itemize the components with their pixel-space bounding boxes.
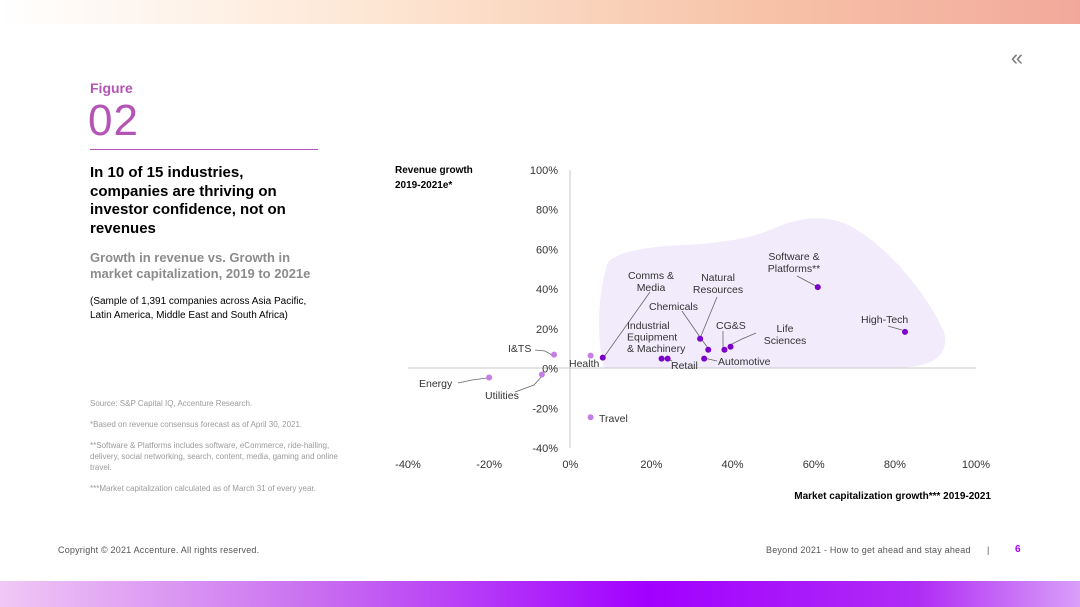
x-tick-label: -40% (395, 459, 421, 471)
data-point-i-ts (551, 351, 558, 358)
leader-life-sciences (729, 332, 757, 346)
x-tick-label: 60% (803, 459, 825, 471)
headline: In 10 of 15 industries, companies are th… (90, 164, 286, 237)
y-tick-label: 0% (542, 364, 558, 376)
data-point-life-sciences (727, 343, 734, 350)
point-label-life-sciences: Life Sciences (764, 323, 807, 347)
y-tick-label: 80% (536, 205, 558, 217)
data-point-automotive (701, 355, 708, 362)
point-label-health: Health (569, 358, 600, 370)
top-gradient-band (0, 0, 1080, 24)
point-label-high-tech: High-Tech (861, 314, 908, 326)
y-tick-label: 20% (536, 324, 558, 336)
copyright: Copyright © 2021 Accenture. All rights r… (58, 545, 260, 555)
source-notes: Source: S&P Capital IQ, Accenture Resear… (90, 398, 340, 504)
y-tick-label: -40% (532, 443, 558, 455)
data-point-chemicals (705, 346, 712, 353)
data-point-retail (664, 355, 671, 362)
data-point-comms-media (599, 354, 606, 361)
y-axis-label-line2: 2019-2021e* (395, 180, 452, 191)
sample-note: (Sample of 1,391 companies across Asia P… (90, 296, 307, 321)
source-line: Source: S&P Capital IQ, Accenture Resear… (90, 399, 253, 408)
leader-software-platforms (796, 275, 817, 287)
point-label-retail: Retail (671, 360, 698, 372)
data-point-travel (587, 414, 594, 421)
double-chevron-left-icon[interactable]: « (1010, 45, 1024, 70)
x-tick-label: 0% (562, 459, 578, 471)
point-label-energy: Energy (419, 378, 453, 390)
y-tick-label: 40% (536, 284, 558, 296)
point-label-natural-resources: Natural Resources (693, 272, 743, 296)
leader-energy (457, 377, 488, 384)
figure-label: Figure (90, 80, 133, 96)
y-tick-label: 60% (536, 244, 558, 256)
leader-natural-resources (700, 296, 718, 337)
data-point-cg-s (721, 346, 728, 353)
point-label-automotive: Automotive (718, 356, 771, 368)
point-label-its: I&TS (508, 343, 531, 355)
leader-its (534, 349, 553, 356)
subheadline: Growth in revenue vs. Growth in market c… (90, 250, 311, 281)
point-label-travel: Travel (599, 413, 628, 425)
data-point-natural-resources (697, 335, 704, 342)
point-label-cgs: CG&S (716, 320, 746, 332)
y-tick-label: 100% (530, 165, 558, 177)
point-label-chemicals: Chemicals (649, 301, 698, 313)
footer-separator: | (987, 545, 990, 555)
leader-comms-media (603, 291, 651, 358)
data-point-industrial-equipment-machinery (658, 355, 665, 362)
x-tick-label: 80% (884, 459, 906, 471)
x-tick-label: 100% (962, 459, 990, 471)
data-point-utilities (538, 371, 545, 378)
data-point-high-tech (902, 328, 908, 335)
figure-number: 02 (88, 96, 139, 145)
footnote-revenue: *Based on revenue consensus forecast as … (90, 420, 303, 429)
highlight-region (599, 218, 946, 368)
footnote-market-cap: ***Market capitalization calculated as o… (90, 484, 316, 493)
title-divider (90, 149, 318, 150)
data-point-health (587, 352, 594, 359)
leader-utilities (514, 374, 544, 393)
bottom-gradient-band (0, 581, 1080, 607)
x-axis-label: Market capitalization growth*** 2019-202… (794, 491, 991, 502)
report-title: Beyond 2021 - How to get ahead and stay … (766, 545, 971, 555)
x-tick-label: 40% (722, 459, 744, 471)
x-tick-label: -20% (476, 459, 502, 471)
y-axis-label-line1: Revenue growth (395, 165, 473, 176)
page-number: 6 (1015, 544, 1021, 555)
point-label-utilities: Utilities (485, 390, 519, 402)
data-point-energy (486, 374, 493, 381)
point-label-industrial-equipment: Industrial Equipment & Machinery (627, 320, 686, 355)
point-label-comms-media: Comms & Media (628, 270, 674, 294)
data-point-software-platforms (814, 284, 821, 291)
leader-high-tech (887, 325, 903, 331)
point-label-software-platforms: Software & Platforms** (768, 251, 821, 275)
y-tick-label: -20% (532, 403, 558, 415)
x-tick-label: 20% (640, 459, 662, 471)
footnote-software-platforms: **Software & Platforms includes software… (90, 441, 338, 472)
